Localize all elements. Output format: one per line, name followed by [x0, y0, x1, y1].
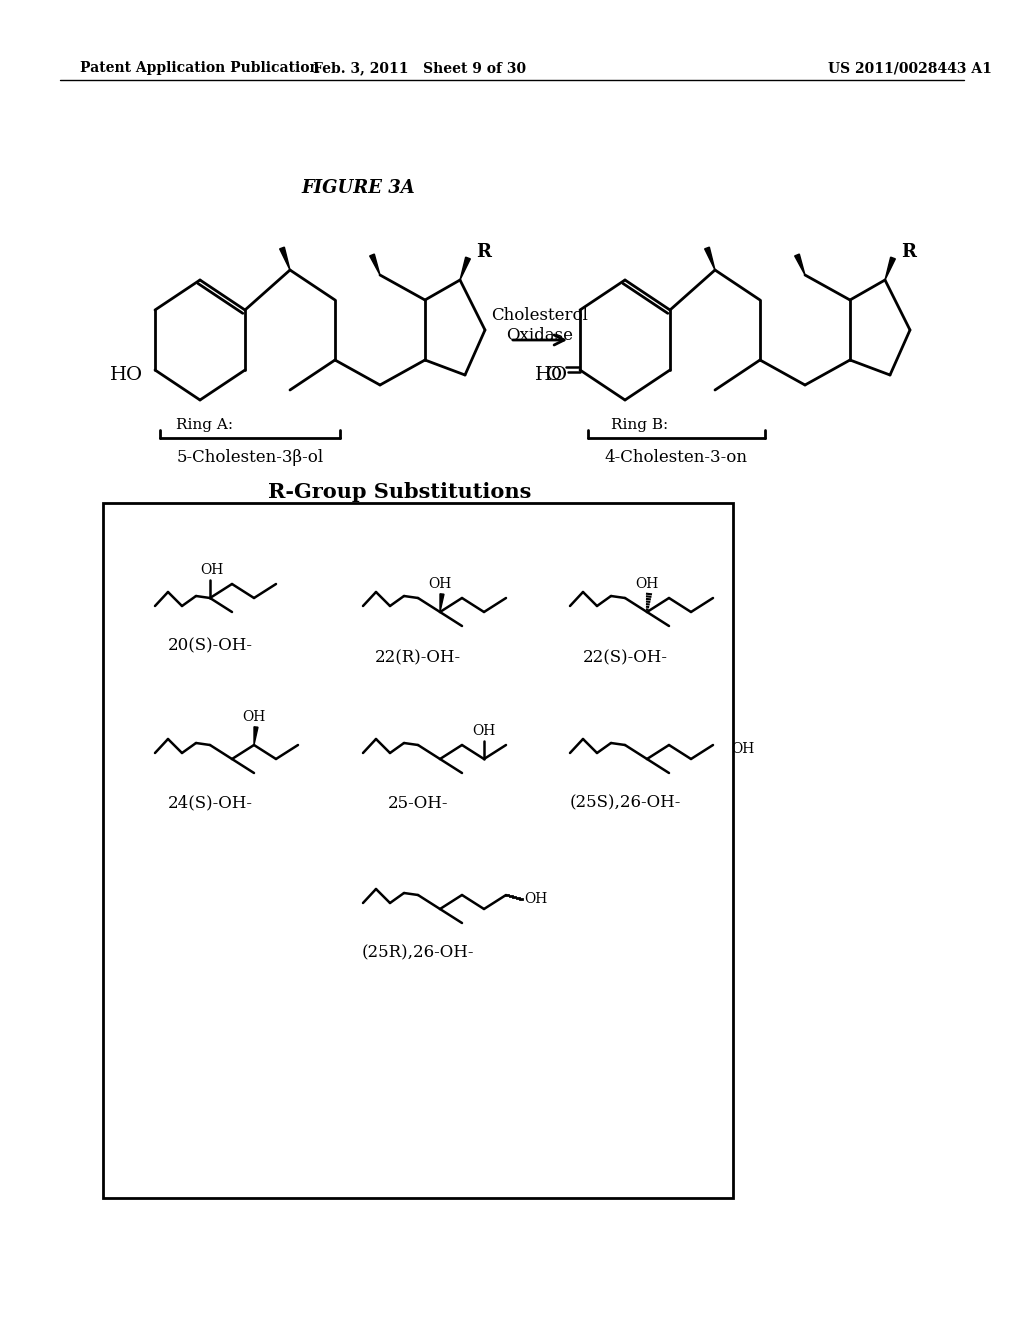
Text: OH: OH: [524, 892, 547, 906]
Polygon shape: [440, 594, 444, 612]
Text: Ring B:: Ring B:: [611, 418, 669, 432]
Text: HO: HO: [110, 366, 143, 384]
Text: FIGURE 3A: FIGURE 3A: [301, 180, 415, 197]
Text: Feb. 3, 2011   Sheet 9 of 30: Feb. 3, 2011 Sheet 9 of 30: [313, 61, 526, 75]
Text: (25R),26-OH-: (25R),26-OH-: [361, 945, 474, 961]
Text: O: O: [546, 366, 562, 384]
Text: US 2011/0028443 A1: US 2011/0028443 A1: [828, 61, 992, 75]
Text: R-Group Substitutions: R-Group Substitutions: [268, 482, 531, 502]
Polygon shape: [795, 253, 805, 275]
Text: (25S),26-OH-: (25S),26-OH-: [569, 795, 681, 812]
Text: 25-OH-: 25-OH-: [388, 795, 449, 812]
Polygon shape: [705, 247, 715, 271]
Text: 4-Cholesten-3-on: 4-Cholesten-3-on: [604, 450, 748, 466]
Text: Cholesterol: Cholesterol: [492, 306, 589, 323]
Polygon shape: [885, 257, 895, 280]
Polygon shape: [460, 257, 470, 280]
Bar: [103, 503, 733, 1199]
Text: OH: OH: [428, 577, 452, 591]
Text: 20(S)-OH-: 20(S)-OH-: [168, 638, 253, 655]
Polygon shape: [280, 247, 290, 271]
Text: OH: OH: [635, 577, 658, 591]
Text: OH: OH: [472, 723, 496, 738]
Text: 22(S)-OH-: 22(S)-OH-: [583, 649, 668, 667]
Text: Ring A:: Ring A:: [176, 418, 233, 432]
Text: OH: OH: [243, 710, 265, 723]
Text: R: R: [901, 243, 916, 261]
Text: Patent Application Publication: Patent Application Publication: [80, 61, 319, 75]
Polygon shape: [254, 727, 258, 744]
Text: Oxidase: Oxidase: [507, 326, 573, 343]
Text: R: R: [476, 243, 490, 261]
Text: HO: HO: [535, 366, 568, 384]
Text: OH: OH: [201, 564, 223, 577]
Polygon shape: [370, 253, 380, 275]
Text: 5-Cholesten-3β-ol: 5-Cholesten-3β-ol: [176, 450, 324, 466]
Text: 22(R)-OH-: 22(R)-OH-: [375, 649, 461, 667]
Text: OH: OH: [731, 742, 755, 756]
Text: 24(S)-OH-: 24(S)-OH-: [168, 795, 253, 812]
